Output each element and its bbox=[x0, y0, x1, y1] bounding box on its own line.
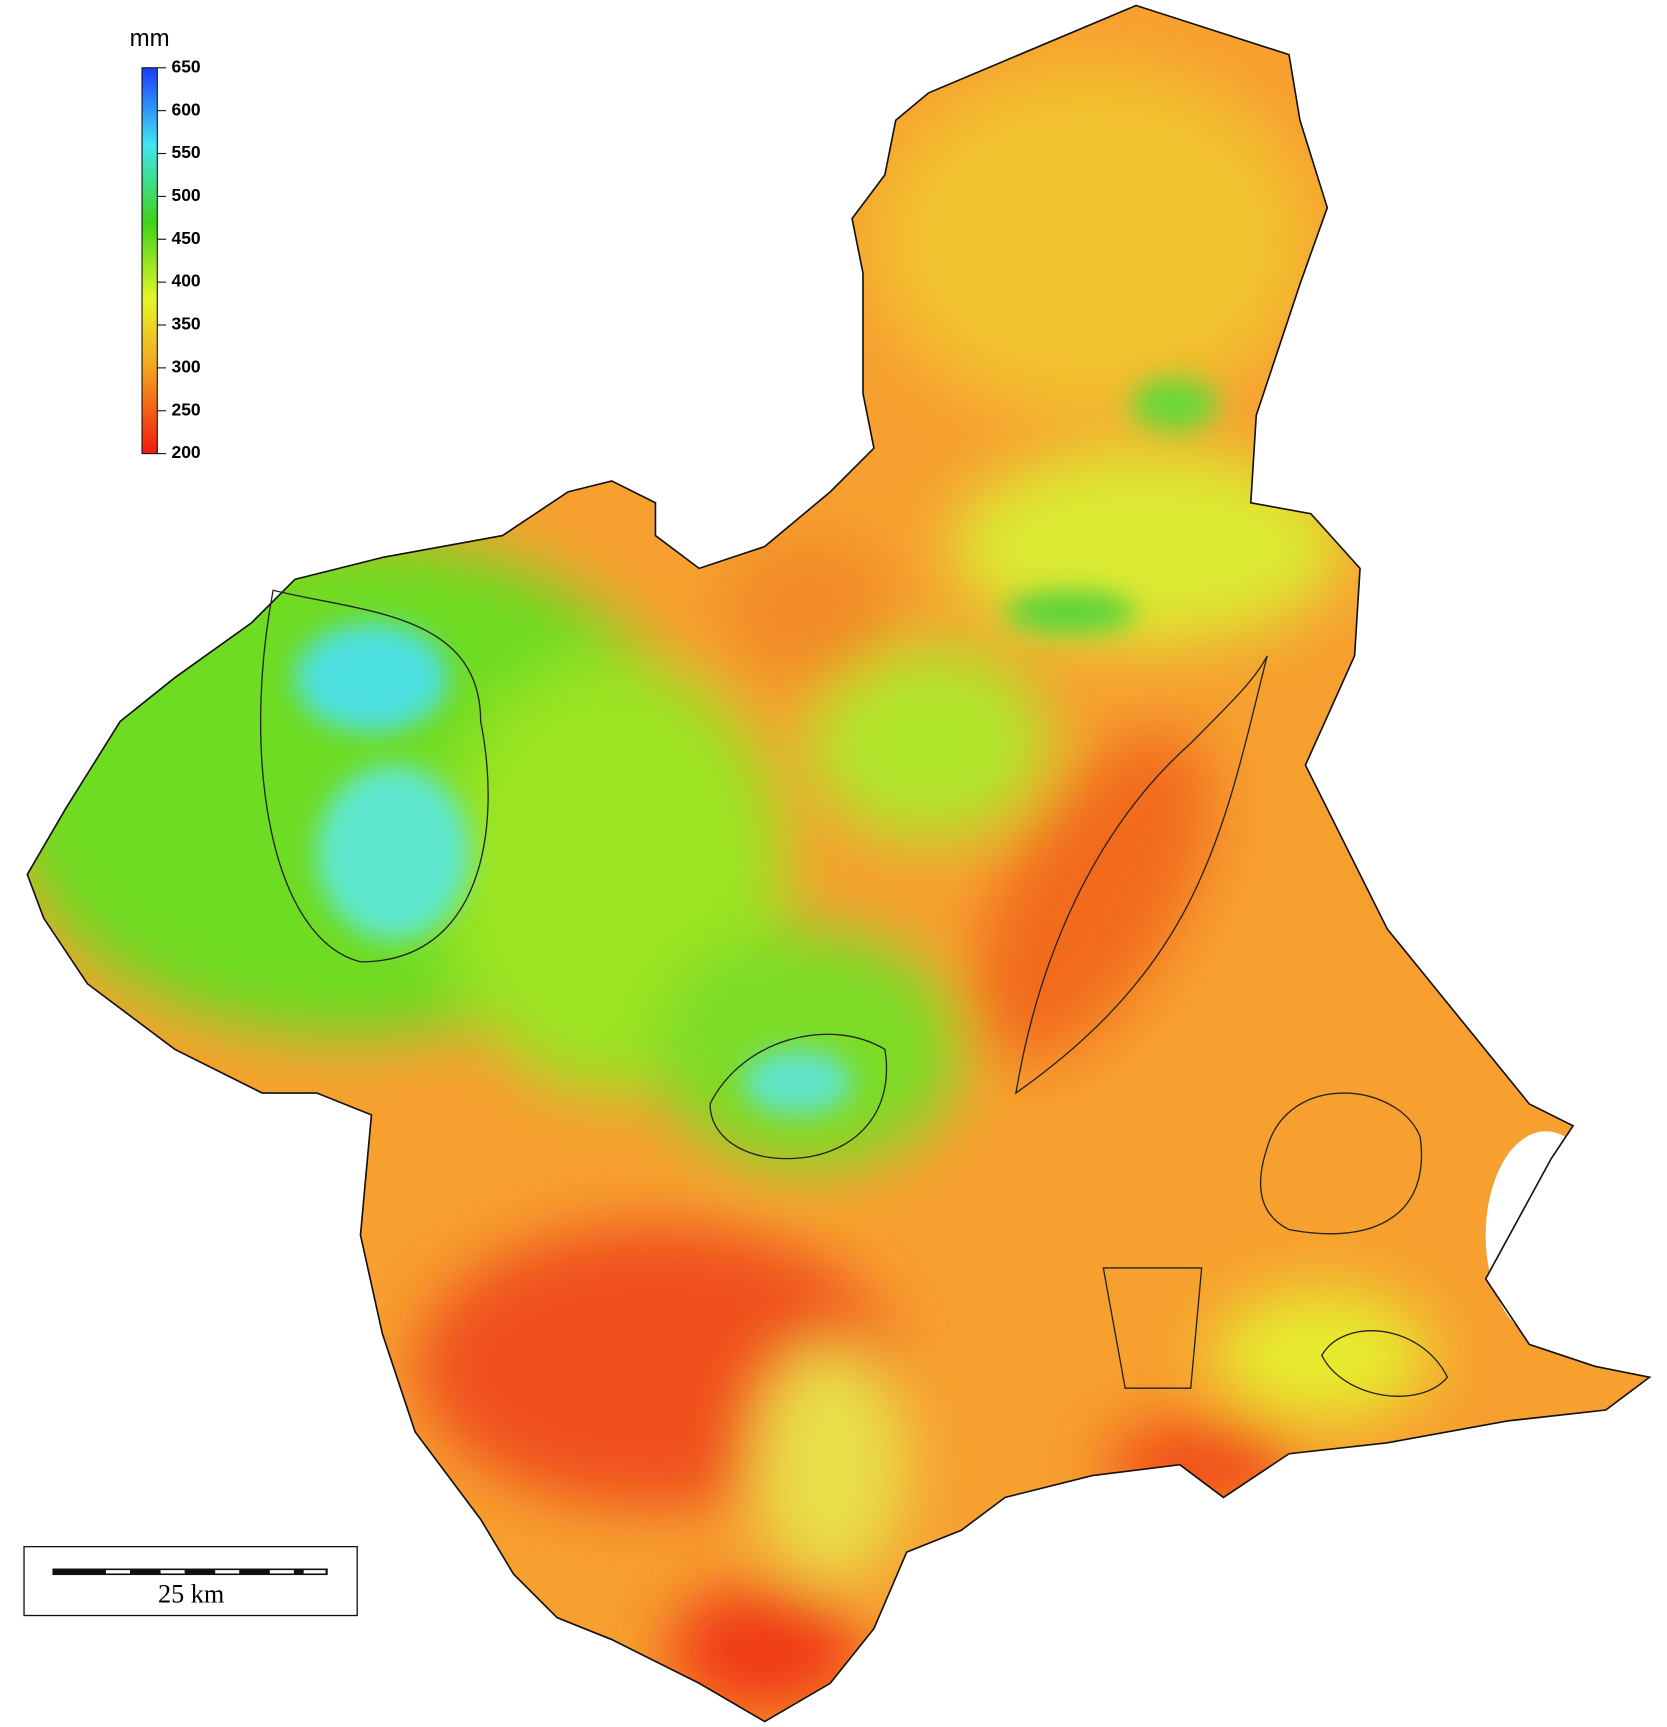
colorbar-tick-label: 650 bbox=[172, 56, 201, 76]
scale-bar: 25 km bbox=[23, 1545, 358, 1617]
scale-bar-segments bbox=[105, 1570, 326, 1574]
colorbar-tick-label: 250 bbox=[172, 399, 201, 419]
colorbar-tick-label: 600 bbox=[172, 99, 201, 119]
scale-box bbox=[23, 1545, 358, 1617]
isohyets bbox=[260, 589, 1449, 1397]
colorbar-tick-label: 500 bbox=[172, 185, 201, 205]
colorbar-tick-label: 550 bbox=[172, 142, 201, 162]
colorbar bbox=[141, 67, 158, 455]
lagoon bbox=[1485, 1131, 1606, 1339]
colorbar-tick-label: 400 bbox=[172, 271, 201, 291]
colorbar-tick-label: 350 bbox=[172, 314, 201, 334]
scale-bar-line bbox=[52, 1568, 328, 1576]
scale-label: 25 km bbox=[158, 1579, 224, 1608]
legend-unit: mm bbox=[130, 25, 170, 52]
colorbar-tick-label: 300 bbox=[172, 356, 201, 376]
colorbar-tick-label: 200 bbox=[172, 442, 201, 462]
legend: mm 650 600 550 500 450 400 350 300 250 200 bbox=[130, 25, 201, 462]
colorbar-tick-label: 450 bbox=[172, 228, 201, 248]
